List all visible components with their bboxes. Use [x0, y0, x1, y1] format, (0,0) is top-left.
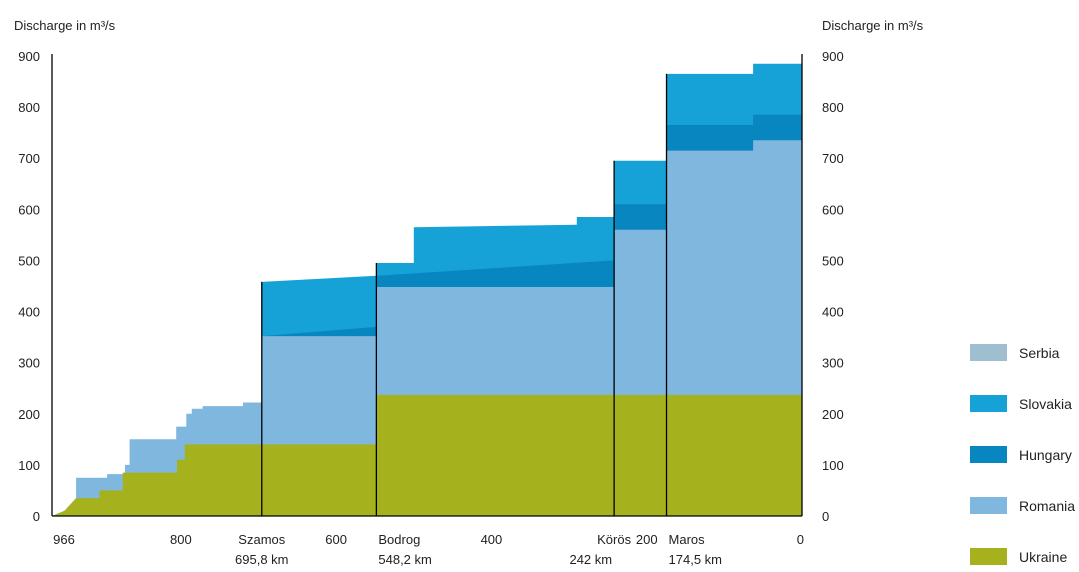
- y-tick-left: 700: [18, 151, 40, 166]
- y-tick-left: 500: [18, 253, 40, 268]
- tributary-km-körös: 242 km: [569, 552, 612, 567]
- y-tick-left: 600: [18, 202, 40, 217]
- legend-label-serbia: Serbia: [1019, 345, 1060, 361]
- right-y-axis-title: Discharge in m³/s: [822, 18, 924, 33]
- y-tick-left: 0: [33, 509, 40, 524]
- y-tick-right: 300: [822, 356, 844, 371]
- y-tick-left: 300: [18, 356, 40, 371]
- tributary-name-szamos: Szamos: [238, 532, 285, 547]
- y-tick-left: 900: [18, 49, 40, 64]
- legend-swatch-ukraine: [970, 548, 1007, 565]
- tributary-name-maros: Maros: [669, 532, 706, 547]
- y-tick-right: 600: [822, 202, 844, 217]
- y-tick-left: 800: [18, 100, 40, 115]
- legend-label-hungary: Hungary: [1019, 447, 1072, 463]
- x-tick: 400: [481, 532, 503, 547]
- x-tick: 966: [53, 532, 75, 547]
- legend-swatch-serbia: [970, 344, 1007, 361]
- left-y-axis-title: Discharge in m³/s: [14, 18, 116, 33]
- legend-swatch-slovakia: [970, 395, 1007, 412]
- x-tick: 200: [636, 532, 658, 547]
- y-tick-right: 800: [822, 100, 844, 115]
- y-tick-right: 400: [822, 305, 844, 320]
- y-tick-right: 900: [822, 49, 844, 64]
- y-tick-labels: 0 0 100 100 200 200 300 300 400 400 500 500 600 600 70…: [18, 49, 843, 524]
- y-tick-right: 200: [822, 407, 844, 422]
- x-tick-labels: 966 800 600 400 200 0: [53, 532, 804, 547]
- y-tick-right: 100: [822, 458, 844, 473]
- tributary-name-körös: Körös: [597, 532, 631, 547]
- tributary-km-szamos: 695,8 km: [235, 552, 288, 567]
- series-areas: [52, 63, 802, 517]
- tributary-km-maros: 174,5 km: [669, 552, 722, 567]
- y-tick-left: 200: [18, 407, 40, 422]
- y-tick-right: 500: [822, 253, 844, 268]
- legend-label-slovakia: Slovakia: [1019, 396, 1072, 412]
- x-tick: 0: [797, 532, 804, 547]
- legend: Serbia Slovakia Hungary Romania Ukraine: [970, 344, 1075, 565]
- y-tick-right: 700: [822, 151, 844, 166]
- y-tick-left: 100: [18, 458, 40, 473]
- x-tick: 600: [325, 532, 347, 547]
- tributary-lines: [261, 73, 668, 516]
- tributary-name-bodrog: Bodrog: [378, 532, 420, 547]
- tributary-labels: Szamos 695,8 km Bodrog 548,2 km Körös 242 km M…: [235, 532, 722, 567]
- x-tick: 800: [170, 532, 192, 547]
- legend-swatch-romania: [970, 497, 1007, 514]
- tributary-km-bodrog: 548,2 km: [378, 552, 431, 567]
- y-tick-left: 400: [18, 305, 40, 320]
- legend-label-ukraine: Ukraine: [1019, 549, 1067, 565]
- legend-label-romania: Romania: [1019, 498, 1075, 514]
- legend-swatch-hungary: [970, 446, 1007, 463]
- y-tick-right: 0: [822, 509, 829, 524]
